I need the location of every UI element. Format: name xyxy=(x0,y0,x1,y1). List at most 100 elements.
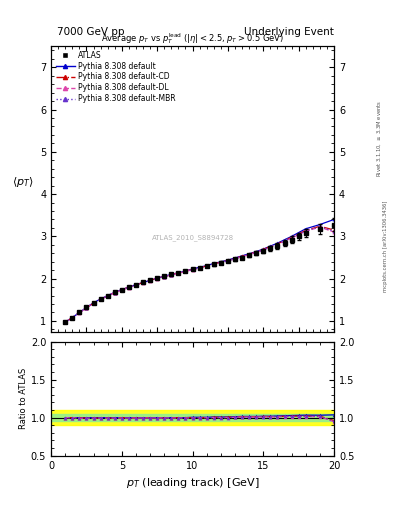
Pythia 8.308 default-MBR xyxy=(318,224,322,230)
Pythia 8.308 default-MBR xyxy=(183,268,188,274)
Pythia 8.308 default xyxy=(134,282,138,288)
Pythia 8.308 default-DL xyxy=(282,239,287,245)
Pythia 8.308 default-DL xyxy=(176,270,181,276)
Pythia 8.308 default xyxy=(261,246,266,252)
Pythia 8.308 default-CD xyxy=(296,231,301,237)
Pythia 8.308 default-DL xyxy=(211,261,216,267)
Pythia 8.308 default xyxy=(211,261,216,267)
Pythia 8.308 default-CD xyxy=(332,227,336,233)
Pythia 8.308 default-CD xyxy=(155,275,160,281)
Pythia 8.308 default-CD xyxy=(183,268,188,274)
Pythia 8.308 default-MBR xyxy=(247,251,252,258)
Pythia 8.308 default-CD xyxy=(119,287,124,293)
Pythia 8.308 default-MBR xyxy=(303,228,308,234)
Text: Rivet 3.1.10, $\geq$ 3.3M events: Rivet 3.1.10, $\geq$ 3.3M events xyxy=(375,100,383,177)
Pythia 8.308 default xyxy=(141,280,145,286)
Pythia 8.308 default-CD xyxy=(247,251,252,257)
X-axis label: $p_T$ (leading track) [GeV]: $p_T$ (leading track) [GeV] xyxy=(126,476,259,490)
Text: Underlying Event: Underlying Event xyxy=(244,27,334,37)
Pythia 8.308 default-MBR xyxy=(112,290,117,296)
Pythia 8.308 default-CD xyxy=(77,309,82,315)
Pythia 8.308 default-DL xyxy=(155,275,160,282)
Pythia 8.308 default-MBR xyxy=(134,282,138,288)
Pythia 8.308 default-DL xyxy=(112,290,117,296)
Pythia 8.308 default-CD xyxy=(105,293,110,299)
Pythia 8.308 default-CD xyxy=(261,246,266,252)
Text: mcplots.cern.ch [arXiv:1306.3436]: mcplots.cern.ch [arXiv:1306.3436] xyxy=(383,200,387,291)
Pythia 8.308 default xyxy=(176,270,181,276)
Pythia 8.308 default-CD xyxy=(176,270,181,276)
Pythia 8.308 default xyxy=(296,229,301,236)
Pythia 8.308 default-DL xyxy=(254,249,259,255)
Pythia 8.308 default-CD xyxy=(63,319,68,325)
Pythia 8.308 default xyxy=(219,259,223,265)
Pythia 8.308 default-CD xyxy=(70,314,75,321)
Pythia 8.308 default xyxy=(112,289,117,295)
Bar xyxy=(51,414,334,421)
Pythia 8.308 default-MBR xyxy=(226,258,230,264)
Pythia 8.308 default xyxy=(155,275,160,281)
Legend: ATLAS, Pythia 8.308 default, Pythia 8.308 default-CD, Pythia 8.308 default-DL, P: ATLAS, Pythia 8.308 default, Pythia 8.30… xyxy=(53,48,178,105)
Pythia 8.308 default xyxy=(190,266,195,272)
Pythia 8.308 default xyxy=(275,240,280,246)
Pythia 8.308 default-DL xyxy=(119,287,124,293)
Pythia 8.308 default-MBR xyxy=(77,309,82,315)
Pythia 8.308 default xyxy=(169,271,174,278)
Pythia 8.308 default-DL xyxy=(141,280,145,286)
Y-axis label: $\langle p_T \rangle$: $\langle p_T \rangle$ xyxy=(13,175,34,189)
Pythia 8.308 default xyxy=(282,237,287,243)
Pythia 8.308 default-CD xyxy=(268,243,273,249)
Pythia 8.308 default xyxy=(204,263,209,269)
Pythia 8.308 default-CD xyxy=(84,305,89,311)
Pythia 8.308 default-CD xyxy=(282,238,287,244)
Pythia 8.308 default xyxy=(303,226,308,232)
Pythia 8.308 default-CD xyxy=(303,227,308,233)
Pythia 8.308 default-DL xyxy=(77,310,82,316)
Pythia 8.308 default-MBR xyxy=(233,255,237,262)
Pythia 8.308 default xyxy=(233,255,237,261)
Pythia 8.308 default-DL xyxy=(169,272,174,278)
Pythia 8.308 default-MBR xyxy=(141,280,145,286)
Pythia 8.308 default xyxy=(63,319,68,325)
Pythia 8.308 default-CD xyxy=(148,278,152,284)
Title: Average $p_T$ vs $p_T^{\mathrm{lead}}$ ($|\eta| < 2.5$, $p_T > 0.5$ GeV): Average $p_T$ vs $p_T^{\mathrm{lead}}$ (… xyxy=(101,31,284,46)
Line: Pythia 8.308 default-DL: Pythia 8.308 default-DL xyxy=(63,225,336,324)
Pythia 8.308 default-DL xyxy=(127,285,131,291)
Pythia 8.308 default xyxy=(254,248,259,254)
Pythia 8.308 default-DL xyxy=(197,265,202,271)
Pythia 8.308 default-MBR xyxy=(176,270,181,276)
Pythia 8.308 default xyxy=(105,292,110,298)
Pythia 8.308 default-CD xyxy=(204,263,209,269)
Pythia 8.308 default-CD xyxy=(127,284,131,290)
Pythia 8.308 default-DL xyxy=(63,319,68,325)
Bar xyxy=(51,410,334,425)
Pythia 8.308 default-MBR xyxy=(197,265,202,271)
Pythia 8.308 default-CD xyxy=(197,265,202,271)
Pythia 8.308 default-CD xyxy=(211,261,216,267)
Pythia 8.308 default-CD xyxy=(190,266,195,272)
Pythia 8.308 default-DL xyxy=(233,255,237,262)
Text: ATLAS_2010_S8894728: ATLAS_2010_S8894728 xyxy=(152,234,233,241)
Pythia 8.308 default-DL xyxy=(247,251,252,258)
Pythia 8.308 default-MBR xyxy=(70,314,75,321)
Pythia 8.308 default-DL xyxy=(204,263,209,269)
Pythia 8.308 default-CD xyxy=(275,241,280,247)
Pythia 8.308 default-CD xyxy=(318,223,322,229)
Pythia 8.308 default-MBR xyxy=(289,234,294,241)
Pythia 8.308 default-MBR xyxy=(162,273,167,280)
Pythia 8.308 default xyxy=(268,243,273,249)
Pythia 8.308 default-MBR xyxy=(296,231,301,238)
Pythia 8.308 default-DL xyxy=(190,267,195,273)
Pythia 8.308 default-DL xyxy=(268,244,273,250)
Pythia 8.308 default-DL xyxy=(105,293,110,299)
Pythia 8.308 default-DL xyxy=(289,235,294,241)
Pythia 8.308 default-DL xyxy=(318,224,322,230)
Pythia 8.308 default-CD xyxy=(91,300,96,306)
Pythia 8.308 default-DL xyxy=(261,247,266,253)
Pythia 8.308 default xyxy=(332,217,336,223)
Pythia 8.308 default-DL xyxy=(91,300,96,306)
Pythia 8.308 default-CD xyxy=(219,259,223,265)
Pythia 8.308 default-DL xyxy=(134,282,138,288)
Pythia 8.308 default-CD xyxy=(169,272,174,278)
Pythia 8.308 default-MBR xyxy=(91,300,96,306)
